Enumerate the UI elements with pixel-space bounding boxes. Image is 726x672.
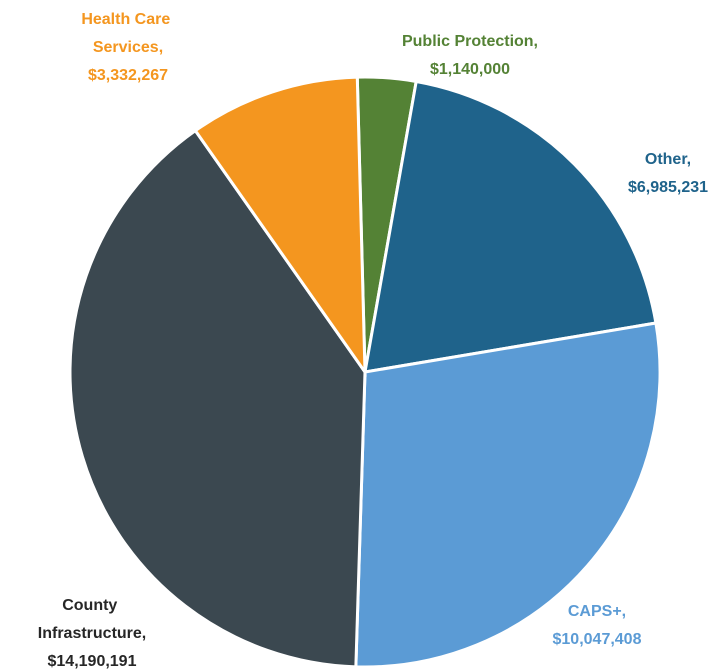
data-label-name: Public Protection, xyxy=(402,33,538,50)
pie-slice xyxy=(193,75,367,377)
label-line: Services, xyxy=(93,39,163,56)
label-line: Other, xyxy=(645,151,691,168)
label-line: CAPS+, xyxy=(568,603,626,620)
pie-slice xyxy=(68,128,367,669)
data-label-name: CAPS+, xyxy=(568,603,626,620)
data-label-value: $10,047,408 xyxy=(553,631,642,648)
data-label-name: County Infrastructure, xyxy=(38,597,146,642)
label-line: Health Care xyxy=(81,11,174,28)
label-line: County xyxy=(62,597,122,614)
pie-slice xyxy=(354,321,662,669)
data-label-value: $6,985,231 xyxy=(628,179,708,196)
data-label-name: Health Care Services, xyxy=(81,11,174,56)
data-label-value: $14,190,191 xyxy=(48,653,137,670)
label-line: Infrastructure, xyxy=(38,625,146,642)
data-label-value: $1,140,000 xyxy=(430,61,510,78)
data-label-name: Other, xyxy=(645,151,691,168)
data-label-value: $3,332,267 xyxy=(88,67,168,84)
label-line: Public Protection, xyxy=(402,33,538,50)
pie-slice xyxy=(363,79,658,374)
